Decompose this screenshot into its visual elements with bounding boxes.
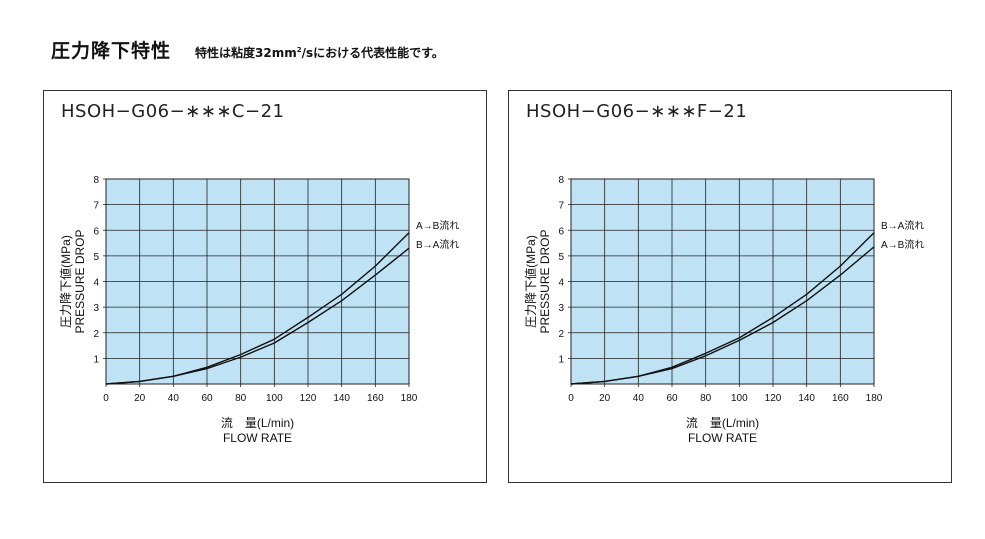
x-tick-label: 20: [134, 393, 146, 404]
viscosity-note-suffix: /sにおける代表性能です。: [301, 46, 444, 60]
series-label: B→A流れ: [416, 238, 459, 251]
x-axis-label: 流 量(L/min): [686, 416, 759, 430]
x-tick-label: 0: [568, 393, 574, 404]
x-tick-label: 140: [333, 393, 350, 404]
y-axis-label-en: PRESSURE DROP: [538, 229, 552, 333]
y-tick-label: 6: [558, 226, 564, 237]
x-tick-label: 20: [599, 393, 611, 404]
y-tick-label: 8: [93, 175, 99, 186]
x-tick-label: 180: [401, 393, 418, 404]
x-tick-label: 100: [731, 393, 748, 404]
chart-panel-c21: HSOH−G06−∗∗∗C−21 0 20 40 60 80 100 120 140 160 18…: [43, 90, 487, 483]
x-tick-label: 100: [266, 393, 283, 404]
x-axis-label-en: FLOW RATE: [223, 431, 292, 445]
x-tick-label: 160: [832, 393, 849, 404]
pressure-drop-chart-c21: 0 20 40 60 80 100 120 140 160 180 1 2 3 4 5 6 7 8 A→B流れ B→A…: [58, 175, 459, 445]
y-tick-label: 5: [93, 252, 99, 263]
x-tick-label: 0: [103, 393, 109, 404]
y-tick-label: 7: [558, 201, 564, 212]
series-label: A→B流れ: [881, 238, 924, 251]
y-tick-label: 6: [93, 226, 99, 237]
y-tick-label: 8: [558, 175, 564, 186]
viscosity-note-prefix: 特性は粘度32mm: [195, 46, 297, 60]
y-tick-label: 1: [93, 354, 99, 365]
x-tick-label: 80: [700, 393, 712, 404]
y-tick-label: 7: [93, 201, 99, 212]
chart-title: HSOH−G06−∗∗∗C−21: [61, 101, 285, 122]
y-tick-label: 3: [93, 303, 99, 314]
x-axis-label-en: FLOW RATE: [688, 431, 757, 445]
page-title: 圧力降下特性: [51, 40, 172, 62]
x-tick-label: 40: [633, 393, 645, 404]
y-axis-label-en: PRESSURE DROP: [73, 229, 87, 333]
x-tick-label: 80: [235, 393, 247, 404]
chart-panel-f21: HSOH−G06−∗∗∗F−21 0 20 40 60 80 100 120 140 160 18…: [508, 90, 952, 483]
viscosity-note: 特性は粘度32mm2/sにおける代表性能です。: [195, 44, 444, 61]
y-tick-label: 2: [558, 329, 564, 340]
y-tick-label: 5: [558, 252, 564, 263]
y-tick-label: 4: [558, 278, 564, 289]
x-tick-label: 60: [201, 393, 213, 404]
x-tick-label: 60: [666, 393, 678, 404]
x-tick-label: 120: [300, 393, 317, 404]
x-tick-label: 40: [168, 393, 180, 404]
y-axis-label: 圧力降下値(MPa): [58, 235, 73, 328]
y-axis-label: 圧力降下値(MPa): [523, 235, 538, 328]
x-axis-label: 流 量(L/min): [221, 416, 294, 430]
y-tick-label: 3: [558, 303, 564, 314]
x-tick-label: 180: [866, 393, 883, 404]
y-tick-label: 1: [558, 354, 564, 365]
y-tick-label: 4: [93, 278, 99, 289]
series-line: [570, 246, 875, 385]
viscosity-note-sup: 2: [296, 46, 302, 54]
x-tick-label: 140: [798, 393, 815, 404]
series-line: [105, 247, 410, 385]
pressure-drop-chart-f21: 0 20 40 60 80 100 120 140 160 180 1 2 3 4 5 6 7 8 B→A流れ A→B…: [523, 175, 924, 445]
y-tick-label: 2: [93, 329, 99, 340]
x-tick-label: 160: [367, 393, 384, 404]
series-label: B→A流れ: [881, 219, 924, 232]
chart-title: HSOH−G06−∗∗∗F−21: [526, 101, 748, 122]
page-header: 圧力降下特性 特性は粘度32mm2/sにおける代表性能です。: [51, 36, 444, 64]
series-label: A→B流れ: [416, 219, 459, 232]
x-tick-label: 120: [765, 393, 782, 404]
